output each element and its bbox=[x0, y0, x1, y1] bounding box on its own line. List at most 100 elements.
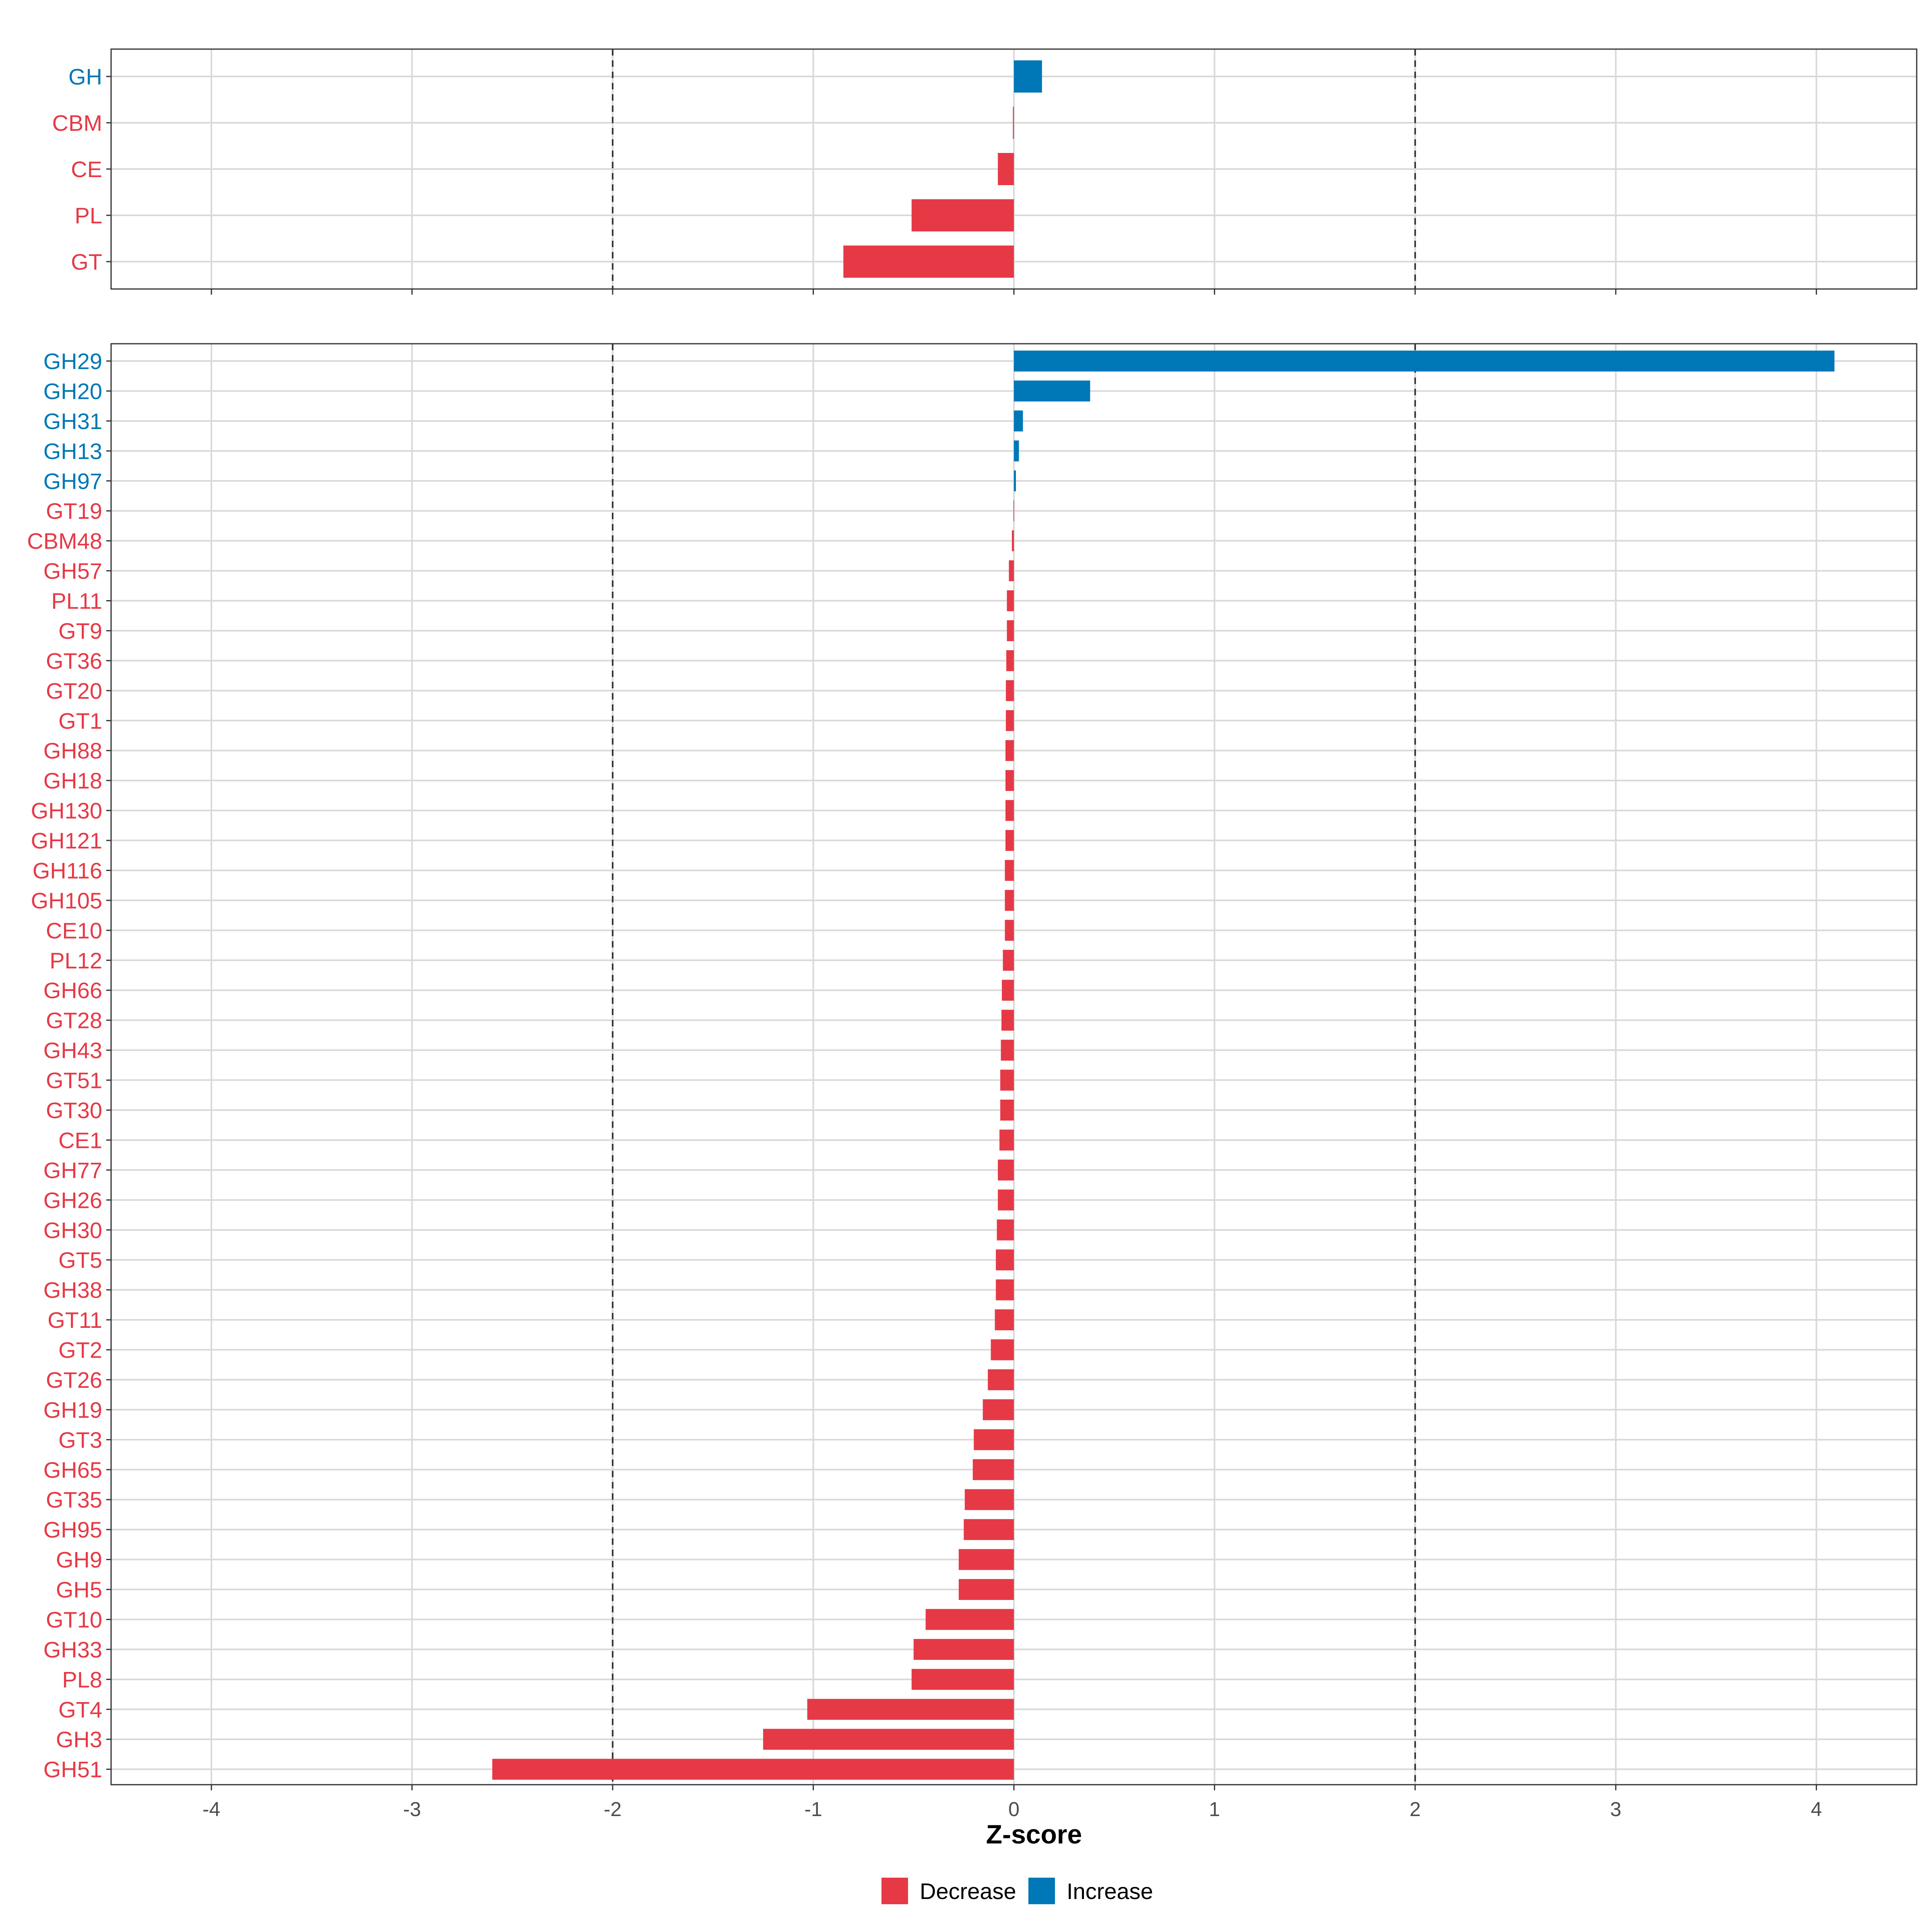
y-tick-label-gt1: GT1 bbox=[58, 708, 102, 733]
y-tick-label-gh33: GH33 bbox=[43, 1637, 102, 1662]
y-tick-label-gh18: GH18 bbox=[43, 768, 102, 793]
bar-ce bbox=[998, 153, 1014, 185]
y-tick-label-gh38: GH38 bbox=[43, 1278, 102, 1303]
y-tick-label-gt51: GT51 bbox=[46, 1068, 102, 1093]
bar-gh77 bbox=[998, 1159, 1014, 1181]
y-tick-label-ce: CE bbox=[71, 157, 102, 182]
bar-pl12 bbox=[1003, 949, 1014, 971]
bar-gt11 bbox=[995, 1309, 1014, 1331]
bar-gh51 bbox=[492, 1759, 1014, 1780]
y-tick-label-gh65: GH65 bbox=[43, 1457, 102, 1482]
bar-gt2 bbox=[991, 1339, 1014, 1360]
x-tick-label: 1 bbox=[1209, 1798, 1220, 1821]
bar-gt bbox=[843, 246, 1014, 278]
y-tick-label-gh51: GH51 bbox=[43, 1757, 102, 1782]
bar-gh95 bbox=[964, 1519, 1014, 1540]
legend: Decrease Increase bbox=[881, 1878, 1153, 1904]
y-tick-label-ce1: CE1 bbox=[58, 1127, 102, 1153]
bar-gh20 bbox=[1014, 380, 1090, 402]
bar-gh121 bbox=[1005, 830, 1014, 851]
bar-gh57 bbox=[1009, 560, 1014, 582]
y-tick-label-gh116: GH116 bbox=[33, 858, 102, 883]
y-tick-label-gt28: GT28 bbox=[46, 1008, 102, 1033]
y-tick-label-gh43: GH43 bbox=[43, 1038, 102, 1063]
y-tick-label-gt26: GT26 bbox=[46, 1367, 102, 1393]
bar-gt51 bbox=[1000, 1069, 1014, 1091]
bar-gh38 bbox=[996, 1279, 1014, 1300]
bar-gt1 bbox=[1006, 710, 1014, 731]
bar-gt35 bbox=[964, 1489, 1014, 1510]
y-tick-label-gt9: GT9 bbox=[58, 618, 102, 644]
x-tick-label: 2 bbox=[1410, 1798, 1421, 1821]
top-panel: GH CBM CE PL GT bbox=[52, 48, 1918, 295]
bar-gh31 bbox=[1014, 410, 1023, 431]
legend-key-decrease bbox=[881, 1878, 908, 1904]
y-tick-label-gh19: GH19 bbox=[43, 1397, 102, 1422]
x-tick-label: 0 bbox=[1008, 1798, 1020, 1821]
y-tick-label-gh130: GH130 bbox=[31, 798, 102, 824]
y-tick-label-pl8: PL8 bbox=[62, 1667, 102, 1692]
y-tick-label-pl12: PL12 bbox=[50, 948, 102, 973]
y-tick-label-gh97: GH97 bbox=[43, 469, 102, 494]
x-axis-title: Z-score bbox=[986, 1819, 1082, 1849]
y-tick-label-gh105: GH105 bbox=[31, 888, 102, 913]
bottom-panel: GH29 GH20 GH31 GH13 GH97 GT19 CBM48 GH57 PL11 GT9… bbox=[27, 343, 1918, 1790]
bar-gt36 bbox=[1006, 650, 1014, 671]
bar-gh19 bbox=[983, 1399, 1014, 1420]
y-tick-label-gh30: GH30 bbox=[43, 1218, 102, 1243]
y-tick-label-cbm48: CBM48 bbox=[27, 528, 102, 554]
y-tick-label-gh95: GH95 bbox=[43, 1517, 102, 1542]
y-tick-label-gt4: GT4 bbox=[58, 1697, 102, 1722]
bar-gt3 bbox=[974, 1429, 1014, 1450]
bar-gh65 bbox=[972, 1459, 1014, 1480]
bar-ce1 bbox=[999, 1129, 1014, 1151]
y-tick-label-gt: GT bbox=[71, 249, 102, 275]
x-tick-label: -1 bbox=[804, 1798, 822, 1821]
bar-gh88 bbox=[1005, 740, 1014, 761]
y-tick-label-gh77: GH77 bbox=[43, 1158, 102, 1183]
bar-gh13 bbox=[1014, 440, 1019, 462]
legend-label-decrease: Decrease bbox=[920, 1878, 1016, 1904]
x-tick-label: 4 bbox=[1811, 1798, 1822, 1821]
bar-gh bbox=[1014, 60, 1042, 93]
y-tick-label-gh9: GH9 bbox=[56, 1547, 102, 1573]
y-tick-label-cbm: CBM bbox=[52, 110, 102, 136]
bar-gt9 bbox=[1007, 620, 1014, 641]
legend-label-increase: Increase bbox=[1067, 1878, 1153, 1904]
y-tick-label-gh57: GH57 bbox=[43, 558, 102, 584]
y-tick-label-gh5: GH5 bbox=[56, 1577, 102, 1602]
bar-gt10 bbox=[925, 1609, 1014, 1630]
legend-key-increase bbox=[1028, 1878, 1055, 1904]
y-tick-label-gh20: GH20 bbox=[43, 378, 102, 404]
y-tick-label-gt2: GT2 bbox=[58, 1338, 102, 1363]
bar-gh33 bbox=[913, 1639, 1014, 1660]
bar-gh130 bbox=[1005, 800, 1014, 821]
y-tick-label-gh13: GH13 bbox=[43, 438, 102, 464]
y-tick-label-pl: PL bbox=[75, 203, 103, 228]
bar-gh3 bbox=[763, 1729, 1014, 1750]
y-tick-label-gh26: GH26 bbox=[43, 1187, 102, 1213]
y-tick-label-gt20: GT20 bbox=[46, 678, 102, 704]
bar-gt20 bbox=[1006, 680, 1014, 701]
bar-gt30 bbox=[1000, 1100, 1014, 1121]
bar-gh116 bbox=[1005, 860, 1014, 881]
bar-gt4 bbox=[807, 1699, 1014, 1720]
y-tick-label-gt19: GT19 bbox=[46, 498, 102, 524]
bar-gh30 bbox=[997, 1219, 1014, 1241]
bar-ce10 bbox=[1005, 920, 1014, 941]
bar-gt28 bbox=[1001, 1009, 1014, 1031]
y-tick-label-gh66: GH66 bbox=[43, 978, 102, 1003]
bar-gh26 bbox=[998, 1189, 1014, 1211]
y-tick-label-gt30: GT30 bbox=[46, 1098, 102, 1123]
bar-pl8 bbox=[911, 1669, 1014, 1690]
y-tick-label-gt3: GT3 bbox=[58, 1427, 102, 1453]
bar-gh18 bbox=[1005, 770, 1014, 791]
bar-cbm bbox=[1013, 107, 1014, 139]
y-tick-label-pl11: PL11 bbox=[51, 588, 102, 614]
bar-gh105 bbox=[1005, 890, 1014, 911]
x-tick-label: -2 bbox=[604, 1798, 621, 1821]
bar-pl11 bbox=[1007, 590, 1014, 611]
bar-gh97 bbox=[1014, 470, 1016, 491]
y-tick-label-gt35: GT35 bbox=[46, 1487, 102, 1513]
